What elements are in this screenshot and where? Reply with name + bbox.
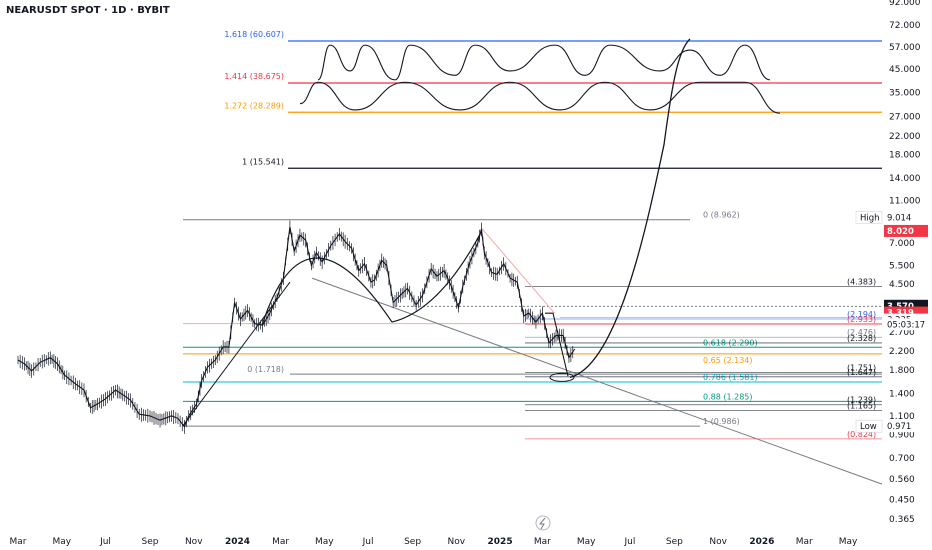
rising-trendline — [182, 281, 291, 427]
right-level-label: (2.933) — [847, 315, 876, 324]
x-tick-label: Sep — [404, 537, 421, 547]
right-level-label: (2.194) — [847, 310, 876, 319]
drawings — [182, 38, 781, 427]
rounded-top-arc — [261, 257, 393, 326]
price-badge-value: 0.971 — [887, 422, 911, 432]
fib-level-label: 1 (0.986) — [703, 417, 740, 426]
right-level-label: (1.239) — [847, 396, 876, 405]
x-tick-label: 2025 — [488, 537, 513, 547]
y-tick-label: 92.000 — [889, 0, 921, 8]
x-tick-label: Nov — [709, 537, 727, 547]
y-tick-label: 5.500 — [889, 261, 915, 271]
mid-fib-levels: 0 (8.962)0.618 (2.290)0.65 (2.134)0 (1.7… — [183, 211, 882, 427]
price-badge-label: High — [860, 213, 880, 223]
price-badge-value: 3.319 — [887, 309, 914, 319]
fib-level-label: 1 (15.541) — [242, 157, 284, 166]
y-tick-label: 2.200 — [889, 347, 915, 357]
y-tick-label: 0.900 — [889, 431, 915, 441]
y-tick-label: 0.365 — [889, 515, 915, 525]
chart-title: NEARUSDT SPOT · 1D · BYBIT — [6, 5, 170, 16]
right-level-label: (2.328) — [847, 334, 876, 343]
y-tick-label: 1.400 — [889, 389, 915, 399]
lower-wave-pattern — [299, 81, 781, 114]
x-tick-label: Jul — [623, 537, 635, 547]
price-badges: 9.014High8.0203.5703.3193.23505:03:170.9… — [855, 210, 928, 433]
x-tick-label: Mar — [10, 537, 27, 547]
price-badge-value: 8.020 — [887, 227, 914, 237]
y-tick-label: 1.100 — [889, 412, 915, 422]
y-tick-label: 2.700 — [889, 328, 915, 338]
x-tick-label: Mar — [534, 537, 551, 547]
y-tick-label: 27.000 — [889, 113, 921, 123]
x-axis: Mar May Jul Sep Nov 2024 Mar May Jul Sep Nov 2025 Ma… — [10, 537, 858, 547]
y-tick-label: 7.000 — [889, 239, 915, 249]
price-badge-box — [884, 211, 928, 224]
y-axis: 92.000 72.000 57.000 45.000 35.000 27.000 22.0… — [889, 0, 921, 525]
projection-arrow — [545, 312, 569, 377]
fib-level-label: 0.65 (2.134) — [703, 356, 753, 365]
x-tick-label: Nov — [448, 537, 466, 547]
bolt-icon — [538, 517, 546, 530]
right-level-label: (1.165) — [847, 401, 876, 410]
y-tick-label: 18.000 — [889, 151, 921, 161]
y-tick-label: 22.000 — [889, 132, 921, 142]
fib-level-label: 1.272 (28.289) — [224, 101, 284, 110]
price-badge-value: 05:03:17 — [887, 320, 925, 330]
price-badge-box — [884, 318, 928, 331]
x-tick-label: Sep — [666, 537, 683, 547]
fib-level-label: 1.618 (60.607) — [224, 30, 284, 39]
scroll-icon — [535, 515, 551, 531]
y-tick-label: 0.450 — [889, 495, 915, 505]
price-badge-value: 9.014 — [887, 213, 911, 223]
y-tick-label: 35.000 — [889, 88, 921, 98]
y-tick-label: 0.700 — [889, 454, 915, 464]
x-tick-label: Jul — [362, 537, 374, 547]
x-tick-label: 2026 — [749, 537, 774, 547]
price-badge-box — [884, 224, 928, 237]
y-tick-label: 72.000 — [889, 21, 921, 31]
descending-trendline — [311, 277, 883, 485]
fib-level-label: 0.88 (1.285) — [703, 392, 753, 401]
price-badge-tag — [855, 419, 883, 433]
x-tick-label: May — [577, 537, 596, 547]
y-tick-label: 11.000 — [889, 197, 921, 207]
x-tick-label: Mar — [796, 537, 813, 547]
y-tick-label: 4.500 — [889, 280, 915, 290]
fib-level-label: 0 (1.718) — [247, 365, 284, 374]
y-tick-label: 14.000 — [889, 174, 921, 184]
fib-level-label: 0.786 (1.581) — [703, 373, 758, 382]
x-tick-label: 2024 — [225, 537, 250, 547]
x-tick-label: Mar — [272, 537, 289, 547]
x-tick-label: May — [839, 537, 858, 547]
cup-right-arc — [391, 230, 483, 323]
x-tick-label: Jul — [99, 537, 111, 547]
candle-wicks — [17, 220, 574, 434]
right-level-label: (1.751) — [847, 363, 876, 372]
x-tick-label: May — [315, 537, 334, 547]
right-level-label: (1.647) — [847, 368, 876, 377]
downtrend-line — [481, 227, 555, 314]
right-level-label: (2.476) — [847, 328, 876, 337]
right-levels: (4.383) (2.194)(2.933) (2.476)(2.328) (1.75… — [525, 278, 882, 440]
y-tick-label: 1.800 — [889, 366, 915, 376]
y-tick-label: 45.000 — [889, 65, 921, 75]
right-level-label: (4.383) — [847, 278, 876, 287]
fib-level-label: 0 (8.962) — [703, 211, 740, 220]
projection-curve — [569, 38, 691, 379]
right-level-label: (0.824) — [847, 430, 876, 439]
y-tick-label: 0.560 — [889, 475, 915, 485]
bottom-ellipse — [549, 372, 575, 382]
x-tick-label: Sep — [142, 537, 159, 547]
scroll-icon-circle — [535, 515, 551, 531]
y-tick-label: 57.000 — [889, 43, 921, 53]
x-tick-label: Nov — [185, 537, 203, 547]
price-badge-tag — [855, 210, 883, 224]
price-badge-box — [884, 420, 928, 433]
upper-wave-pattern — [317, 44, 771, 81]
upper-fib-levels: 1.618 (60.607) 1.414 (38.675) 1.272 (28.28… — [224, 30, 882, 169]
price-badge-label: Low — [860, 422, 877, 432]
fib-level-label: 1.414 (38.675) — [224, 72, 284, 81]
x-tick-label: May — [52, 537, 71, 547]
